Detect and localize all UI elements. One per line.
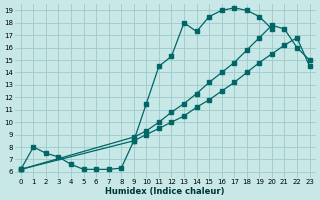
X-axis label: Humidex (Indice chaleur): Humidex (Indice chaleur)	[106, 187, 225, 196]
